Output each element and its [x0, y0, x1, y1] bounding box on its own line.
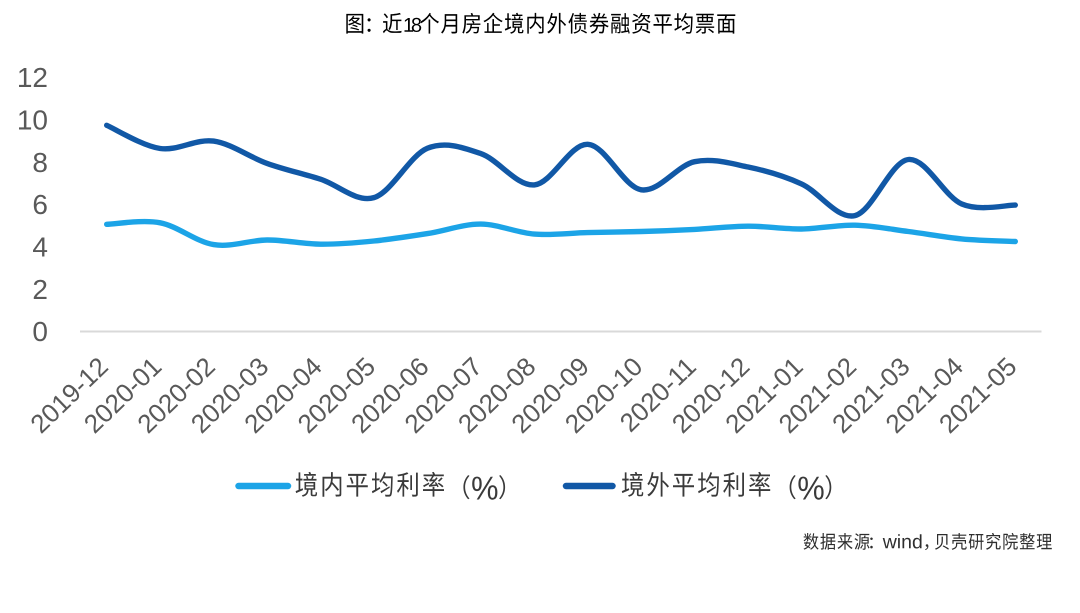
- svg-text:4: 4: [32, 232, 48, 263]
- svg-text:12: 12: [17, 62, 48, 93]
- svg-text:0: 0: [32, 316, 48, 347]
- svg-text:8: 8: [32, 147, 48, 178]
- svg-text:10: 10: [17, 105, 48, 136]
- svg-text:2: 2: [32, 274, 48, 305]
- svg-text:6: 6: [32, 189, 48, 220]
